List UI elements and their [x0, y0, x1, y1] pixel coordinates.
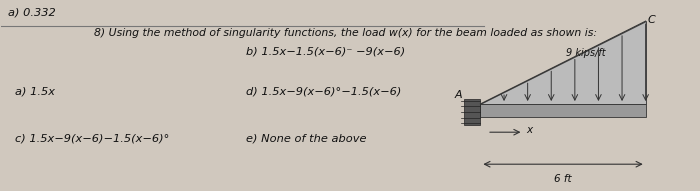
Text: d) 1.5x−9(x−6)°−1.5(x−6): d) 1.5x−9(x−6)°−1.5(x−6) [246, 86, 401, 96]
Text: 9 kips/ft: 9 kips/ft [566, 49, 606, 58]
Text: e) None of the above: e) None of the above [246, 133, 366, 143]
Text: 8) Using the method of singularity functions, the load w(x) for the beam loaded : 8) Using the method of singularity funct… [94, 28, 597, 38]
Bar [480, 104, 645, 117]
Text: c) 1.5x−9(x−6)−1.5(x−6)°: c) 1.5x−9(x−6)−1.5(x−6)° [15, 133, 169, 143]
Text: a) 1.5x: a) 1.5x [15, 86, 55, 96]
Text: a) 0.332: a) 0.332 [8, 7, 56, 17]
Text: 6 ft: 6 ft [554, 174, 572, 184]
Text: C: C [648, 15, 655, 25]
Bar [464, 99, 480, 125]
Text: b) 1.5x−1.5(x−6)⁻ −9(x−6): b) 1.5x−1.5(x−6)⁻ −9(x−6) [246, 47, 405, 57]
Text: A: A [454, 90, 462, 100]
Text: x: x [526, 125, 533, 135]
Polygon shape [480, 21, 645, 104]
